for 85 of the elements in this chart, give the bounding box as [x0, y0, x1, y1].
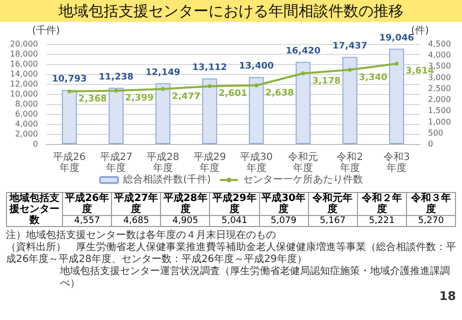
- y-tick-label: 8,000: [15, 100, 38, 108]
- data-label: 11,238: [98, 72, 134, 82]
- bar: [296, 62, 311, 144]
- y2-tick-label: 500: [428, 128, 444, 138]
- category-label: 平成26年度: [62, 192, 112, 216]
- legend-label: 総合相談件数(千件): [122, 174, 211, 186]
- point: [254, 83, 258, 88]
- data-label: 19,046: [379, 33, 414, 44]
- y-tick-label: 0: [32, 140, 38, 148]
- data-label: 17,437: [332, 41, 368, 52]
- bar: [62, 90, 77, 144]
- text: 5,221: [368, 216, 395, 226]
- text: 4,685: [123, 216, 150, 226]
- data-label: 2,368: [78, 94, 107, 104]
- text: 4,557: [74, 216, 100, 226]
- y-tick-label: 4,000: [15, 120, 38, 128]
- text: （資料出所） 厚生労働省老人保健事業推進費等補助金老人保健健康増進等事業（総合相談件数：平成26年度～平成28年度、センター数：平成26年度～平成29年度）: [6, 242, 456, 266]
- bar: [108, 88, 124, 144]
- x-tick-label: 平成26年度: [53, 151, 86, 174]
- x-tick-label: 平成28年度: [146, 151, 180, 174]
- text: 4,905: [172, 216, 198, 226]
- y2-tick-label: 4,500: [428, 40, 451, 48]
- data-label: 13,112: [192, 62, 227, 73]
- point: [348, 68, 352, 72]
- bar: [389, 48, 404, 144]
- text: 5,079: [270, 216, 296, 226]
- point: [67, 89, 72, 94]
- bar: [155, 83, 170, 144]
- y2-axis-title: (件): [411, 26, 429, 36]
- y2-tick-label: 3,000: [428, 72, 451, 82]
- x-tick-label: 平成30年度: [240, 151, 273, 174]
- y-tick-label: 12,000: [10, 80, 38, 88]
- text: 注）地域包括支援センター数は各年度の４月末日現在のもの: [6, 230, 277, 242]
- y2-tick-label: 4,000: [428, 50, 451, 60]
- point: [394, 62, 399, 66]
- y-tick-label: 6,000: [15, 110, 38, 118]
- y2-tick-label: 2,500: [428, 84, 451, 93]
- bar: [202, 78, 218, 144]
- category-label: 令和３年度: [406, 192, 456, 216]
- y-tick-label: 20,000: [10, 40, 38, 48]
- data-label: 3,178: [312, 76, 341, 86]
- bar: [248, 77, 264, 144]
- text: 18: [438, 289, 456, 303]
- data-label: 2,601: [218, 89, 248, 100]
- x-tick-label: 令和2年度: [336, 151, 364, 174]
- data-label: 3,340: [358, 72, 388, 83]
- y-tick-label: 16,000: [10, 60, 38, 68]
- y-tick-label: 10,000: [10, 90, 38, 98]
- text: 地域包括支援センター数: [6, 192, 62, 226]
- category-label: 平成27年度: [112, 192, 161, 216]
- y2-tick-label: 0: [428, 140, 434, 148]
- point: [114, 88, 118, 93]
- point: [160, 86, 165, 91]
- y-axis-title: (千件): [32, 24, 60, 36]
- data-label: 16,420: [286, 46, 320, 56]
- x-tick-label: 令和3年度: [383, 151, 410, 174]
- text: 5,167: [320, 216, 346, 226]
- bar: [342, 56, 358, 144]
- data-label: 2,638: [265, 88, 294, 98]
- text: 5,041: [222, 216, 248, 226]
- data-label: 13,400: [239, 62, 274, 72]
- y2-tick-label: 2,000: [428, 95, 451, 104]
- point: [208, 84, 212, 88]
- y2-tick-label: 1,000: [428, 117, 451, 126]
- category-label: 令和２年度: [357, 192, 406, 216]
- legend-label: センター一ケ所あたり件数: [242, 174, 363, 186]
- text: 地域包括支援センター運営状況調査（厚生労働省老健局認知症施策・地域介護推進課調べ）: [59, 266, 451, 290]
- category-label: 平成29年度: [210, 192, 259, 216]
- chart-title: 地域包括支援センターにおける年間相談件数の推移: [0, 0, 462, 22]
- data-label: 2,477: [172, 92, 200, 102]
- data-label: 10,793: [52, 74, 87, 85]
- y2-tick-label: 1,500: [428, 106, 451, 116]
- text: 5,270: [418, 216, 444, 226]
- data-label: 12,149: [146, 68, 180, 78]
- y-tick-label: 18,000: [10, 50, 38, 58]
- x-tick-label: 令和元年度: [288, 151, 318, 174]
- category-label: 平成30年度: [259, 192, 308, 216]
- y-tick-label: 14,000: [10, 70, 38, 78]
- data-label: 2,399: [125, 94, 154, 104]
- x-tick-label: 平成27年度: [100, 151, 132, 174]
- x-tick-label: 平成29年度: [193, 151, 226, 174]
- category-label: 令和元年度: [308, 192, 358, 216]
- category-label: 平成28年度: [160, 192, 210, 216]
- point: [301, 71, 306, 76]
- y-tick-label: 2,000: [15, 130, 38, 138]
